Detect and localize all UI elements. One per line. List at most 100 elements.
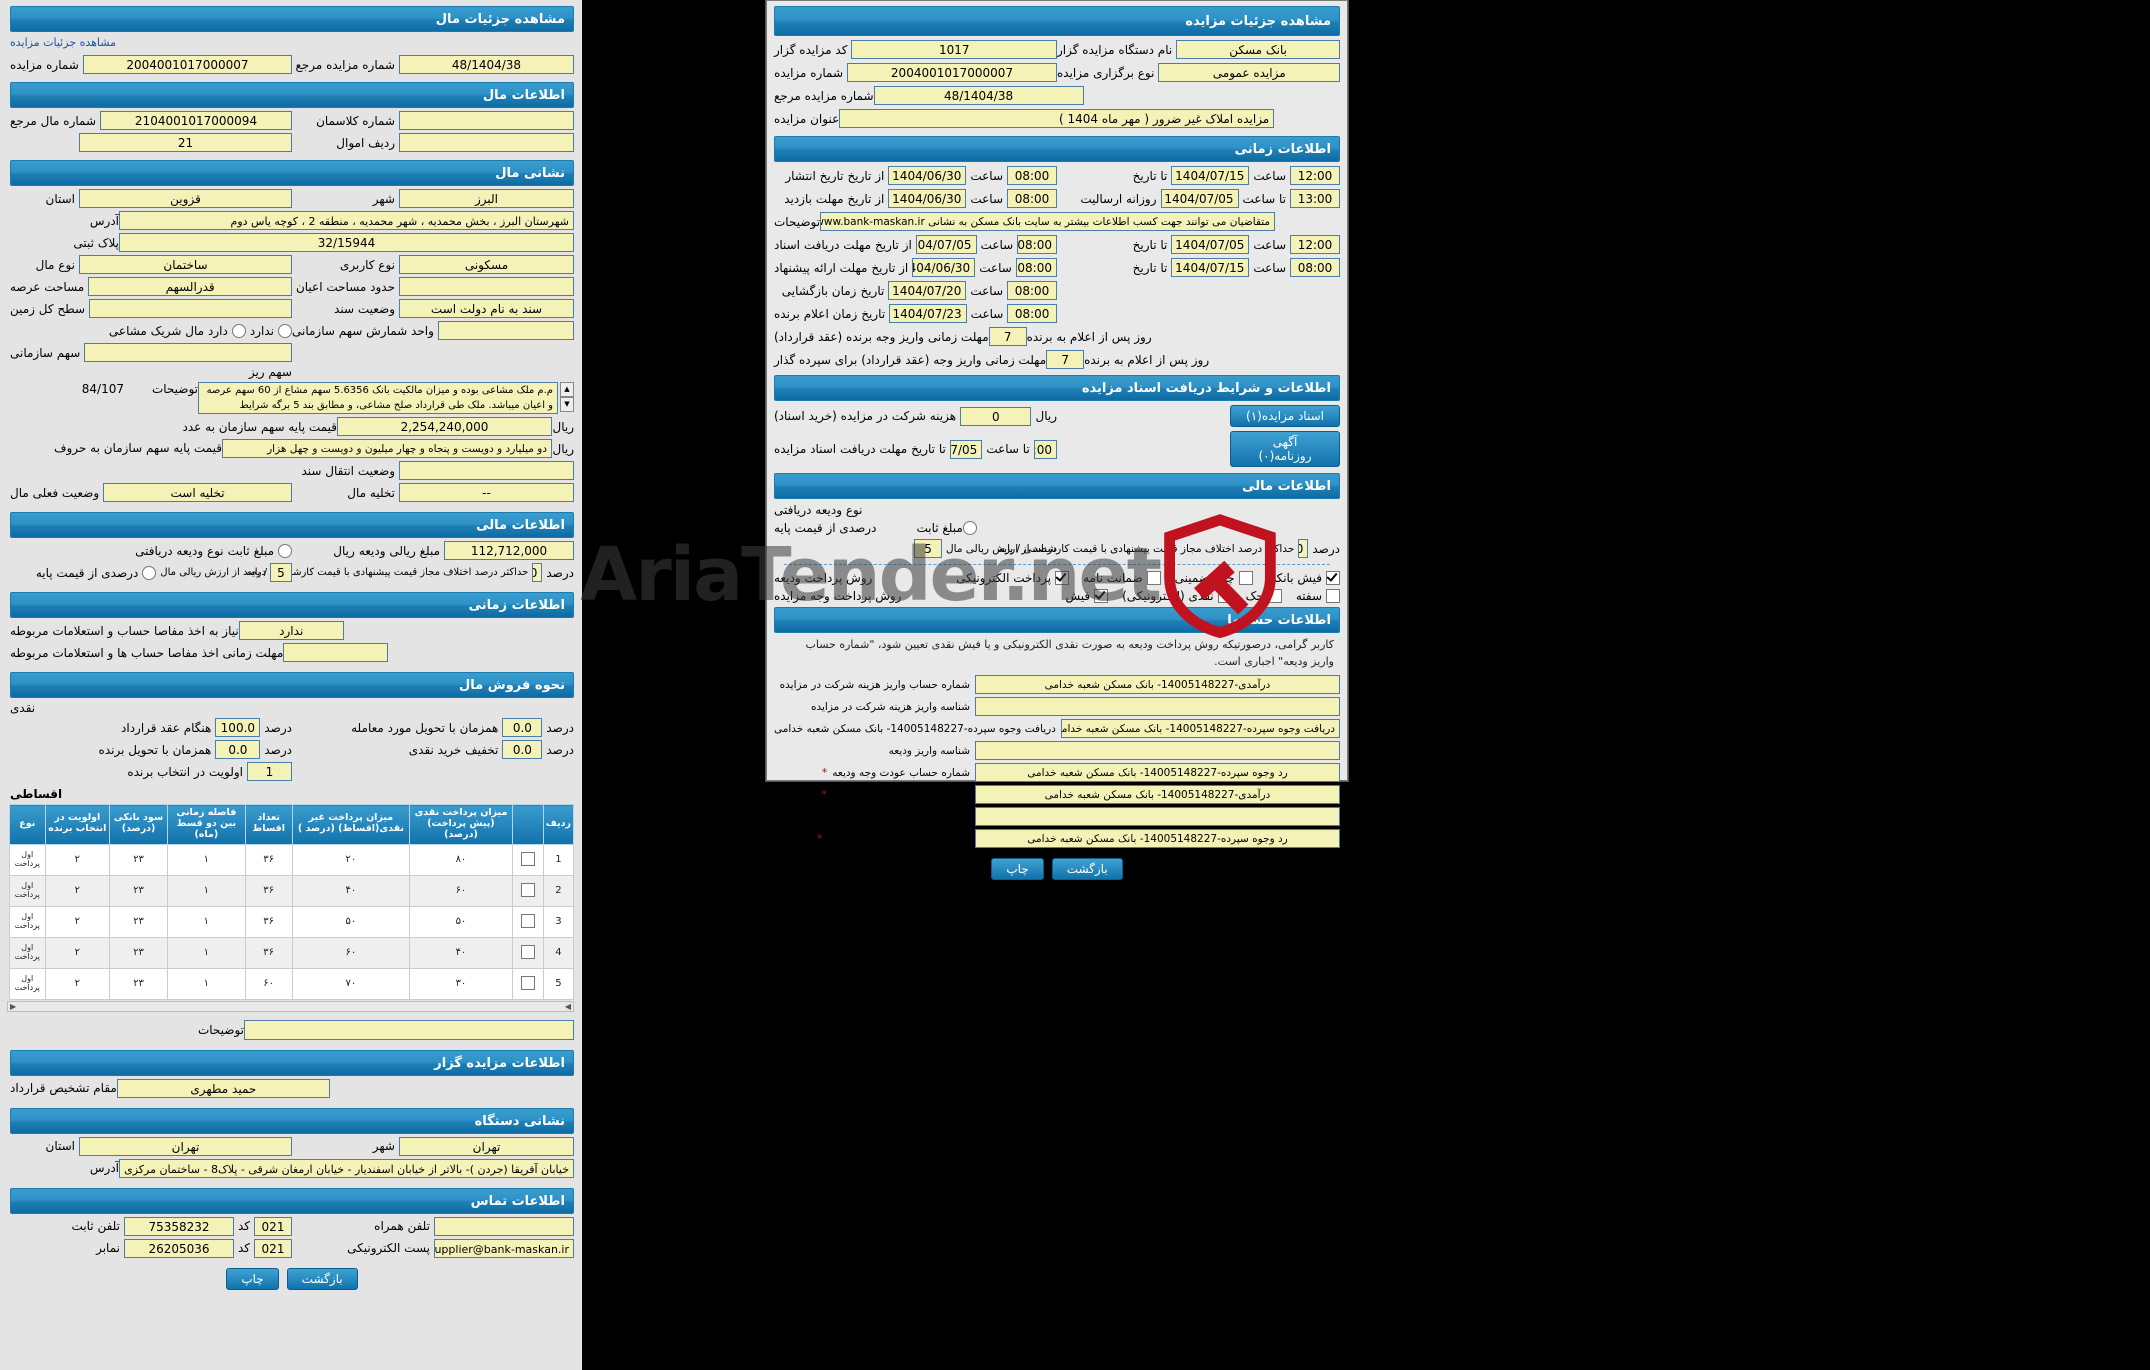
org-share-field[interactable] — [84, 343, 292, 362]
usage-field[interactable]: مسکونی — [399, 255, 574, 274]
left-percent-field[interactable]: 5 — [270, 563, 292, 582]
clearance-field[interactable]: ندارد — [238, 621, 344, 640]
visit-to-time-field[interactable]: 13:00 — [1290, 189, 1340, 208]
province-field[interactable]: قزوین — [79, 189, 292, 208]
payment-method-option[interactable]: سفته — [1296, 589, 1340, 603]
surface-area-field[interactable]: قدرالسهم — [88, 277, 292, 296]
landline-field[interactable]: 75358232 — [123, 1216, 234, 1236]
view-auction-details-link[interactable]: مشاهده جزئیات مزایده — [10, 36, 116, 49]
scroll-right-icon[interactable]: ▶ — [10, 1001, 17, 1011]
account-value-field[interactable] — [975, 807, 1340, 826]
payment-method-checkbox[interactable] — [1217, 589, 1232, 603]
row-checkbox[interactable] — [511, 936, 544, 969]
base-price-number-field[interactable]: 2,254,240,000 — [337, 417, 552, 436]
device-address-field[interactable]: خیابان آفریقا (جردن )- بالاتر از خیابان … — [119, 1158, 574, 1178]
account-value-field[interactable]: درآمدی-14005148227- بانک مسکن شعبه خدامی — [975, 785, 1340, 804]
ref-number-field[interactable]: 48/1404/38 — [399, 55, 574, 74]
row-checkbox[interactable] — [511, 905, 544, 938]
assets-row-field[interactable] — [399, 133, 574, 152]
deposit-contract-field[interactable]: 7 — [988, 327, 1027, 346]
city-field[interactable]: البرز — [399, 189, 574, 208]
offer-from-date-field[interactable]: 1404/06/30 — [912, 258, 976, 277]
visit-to-date-field[interactable]: 1404/07/05 — [1160, 189, 1239, 208]
fax-code-field[interactable]: 021 — [254, 1238, 292, 1258]
device-city-field[interactable]: تهران — [399, 1136, 574, 1156]
plate-field[interactable]: 32/15944 — [119, 233, 574, 252]
email-field[interactable]: supplier@bank-maskan.ir — [434, 1238, 574, 1258]
row-select-checkbox[interactable] — [520, 914, 535, 929]
offer-to-date-field[interactable]: 1404/07/15 — [1171, 258, 1250, 277]
opening-time-field[interactable]: 08:00 — [1007, 281, 1057, 300]
payment-method-checkbox[interactable] — [1326, 589, 1340, 603]
base-price-words-field[interactable]: دو میلیارد و دویست و پنجاه و چهار میلیون… — [222, 439, 552, 458]
right-back-button[interactable]: بازگشت — [1051, 858, 1123, 880]
auction-subject-field[interactable]: مزایده املاک غیر ضرور ( مهر ماه 1404 ) — [839, 109, 1275, 128]
account-value-field[interactable] — [975, 741, 1340, 760]
table-row[interactable]: 2 ۶۰ ۴۰ ۳۶ ۱ ۲۳ ۲ اول پرداخت — [9, 874, 575, 907]
notes-scroll-up-icon[interactable]: ▲ — [560, 382, 574, 397]
row-checkbox[interactable] — [511, 874, 544, 907]
doc-deadline-time-field[interactable]: 12:00 — [1033, 439, 1057, 459]
doc-deadline-date-field[interactable]: 1404/07/05 — [949, 439, 983, 459]
at-handover2-field[interactable]: 0.0 — [215, 740, 261, 759]
contract-officer-field[interactable]: حمید مطهری — [116, 1078, 330, 1098]
newspaper-ad-button[interactable]: آگهی روزنامه(۰) — [1230, 431, 1340, 467]
row-select-checkbox[interactable] — [520, 976, 535, 991]
left-print-button[interactable]: چاپ — [226, 1267, 279, 1290]
right-percent-field[interactable]: 5 — [914, 539, 943, 558]
visit-from-date-field[interactable]: 1404/06/30 — [888, 189, 967, 208]
publish-from-time-field[interactable]: 08:00 — [1007, 166, 1057, 185]
doc-status-field[interactable]: سند به نام دولت است — [399, 299, 574, 318]
doc-receive-to-time-field[interactable]: 12:00 — [1290, 235, 1340, 254]
winner-announce-date-field[interactable]: 1404/07/23 — [889, 304, 967, 323]
auctioneer-name-field[interactable]: بانک مسکن — [1176, 40, 1340, 59]
cash-discount-field[interactable]: 0.0 — [502, 740, 543, 759]
hold-type-field[interactable]: مزایده عمومی — [1158, 63, 1340, 82]
doc-receive-from-date-field[interactable]: 1404/07/05 — [915, 235, 977, 254]
participation-fee-field[interactable]: 0 — [960, 406, 1032, 426]
org-share-unit-field[interactable] — [437, 321, 574, 340]
scroll-left-icon[interactable]: ◀ — [564, 1001, 571, 1011]
deposit-method-option[interactable]: فیش بانکی — [1267, 571, 1340, 585]
fax-field[interactable]: 26205036 — [123, 1238, 234, 1258]
right-fixed-amount-radio[interactable] — [962, 521, 977, 535]
table-row[interactable]: 4 ۴۰ ۶۰ ۳۶ ۱ ۲۳ ۲ اول پرداخت — [9, 936, 575, 969]
right-auction-number-field[interactable]: 2004001017000007 — [847, 63, 1057, 82]
row-select-checkbox[interactable] — [520, 883, 535, 898]
auction-docs-button[interactable]: اسناد مزایده(۱) — [1230, 405, 1340, 427]
notes-scroll-down-icon[interactable]: ▼ — [560, 397, 574, 412]
payment-method-checkbox[interactable] — [1267, 589, 1282, 603]
at-contract-field[interactable]: 100.0 — [215, 718, 261, 737]
time-notes-field[interactable]: متقاضیان می توانند جهت کسب اطلاعات بیشتر… — [820, 212, 1276, 231]
land-area-field[interactable] — [89, 299, 292, 318]
right-print-button[interactable]: چاپ — [991, 858, 1044, 880]
table-row[interactable]: 5 ۳۰ ۷۰ ۶۰ ۱ ۲۳ ۲ اول پرداخت — [9, 967, 575, 1000]
left-max-diff-field[interactable]: 0.0 — [532, 563, 543, 582]
opening-date-field[interactable]: 1404/07/20 — [888, 281, 967, 300]
table-row[interactable]: 1 ۸۰ ۲۰ ۳۶ ۱ ۲۳ ۲ اول پرداخت — [9, 843, 575, 876]
row-select-checkbox[interactable] — [520, 852, 535, 867]
auction-number-field[interactable]: 2004001017000007 — [82, 55, 292, 74]
klasman-field[interactable] — [399, 111, 574, 130]
payment-method-option[interactable]: فیش — [1065, 589, 1109, 603]
notes-field[interactable]: م.م ملک مشاعی بوده و میزان مالکیت بانک 5… — [198, 382, 558, 414]
deposit-method-option[interactable]: چک تضمینی — [1175, 571, 1253, 585]
right-ref-number-field[interactable]: 48/1404/38 — [873, 86, 1084, 105]
percent-of-base-radio[interactable] — [142, 565, 157, 580]
building-area-field[interactable] — [399, 277, 574, 296]
mobile-field[interactable] — [434, 1216, 574, 1236]
device-province-field[interactable]: تهران — [79, 1136, 292, 1156]
deposit-method-checkbox[interactable] — [1146, 571, 1161, 585]
deposit-method-checkbox[interactable] — [1326, 571, 1340, 585]
ref-row-field[interactable]: 21 — [79, 133, 292, 152]
account-value-field[interactable]: درآمدی-14005148227- بانک مسکن شعبه خدامی — [975, 675, 1340, 694]
payment-method-checkbox[interactable] — [1094, 589, 1109, 603]
account-value-field[interactable]: رد وجوه سپرده-14005148227- بانک مسکن شعب… — [975, 763, 1340, 782]
payment-method-option[interactable]: نقدی (الکترونیکی) — [1122, 589, 1232, 603]
row-select-checkbox[interactable] — [520, 945, 535, 960]
landline-code-field[interactable]: 021 — [254, 1216, 292, 1236]
shared-owner-hasnot-radio[interactable] — [278, 323, 292, 338]
clearance-time-field[interactable] — [283, 643, 389, 662]
deposit-method-option[interactable]: ضمانت نامه — [1083, 571, 1161, 585]
offer-from-time-field[interactable]: 08:00 — [1015, 258, 1057, 277]
